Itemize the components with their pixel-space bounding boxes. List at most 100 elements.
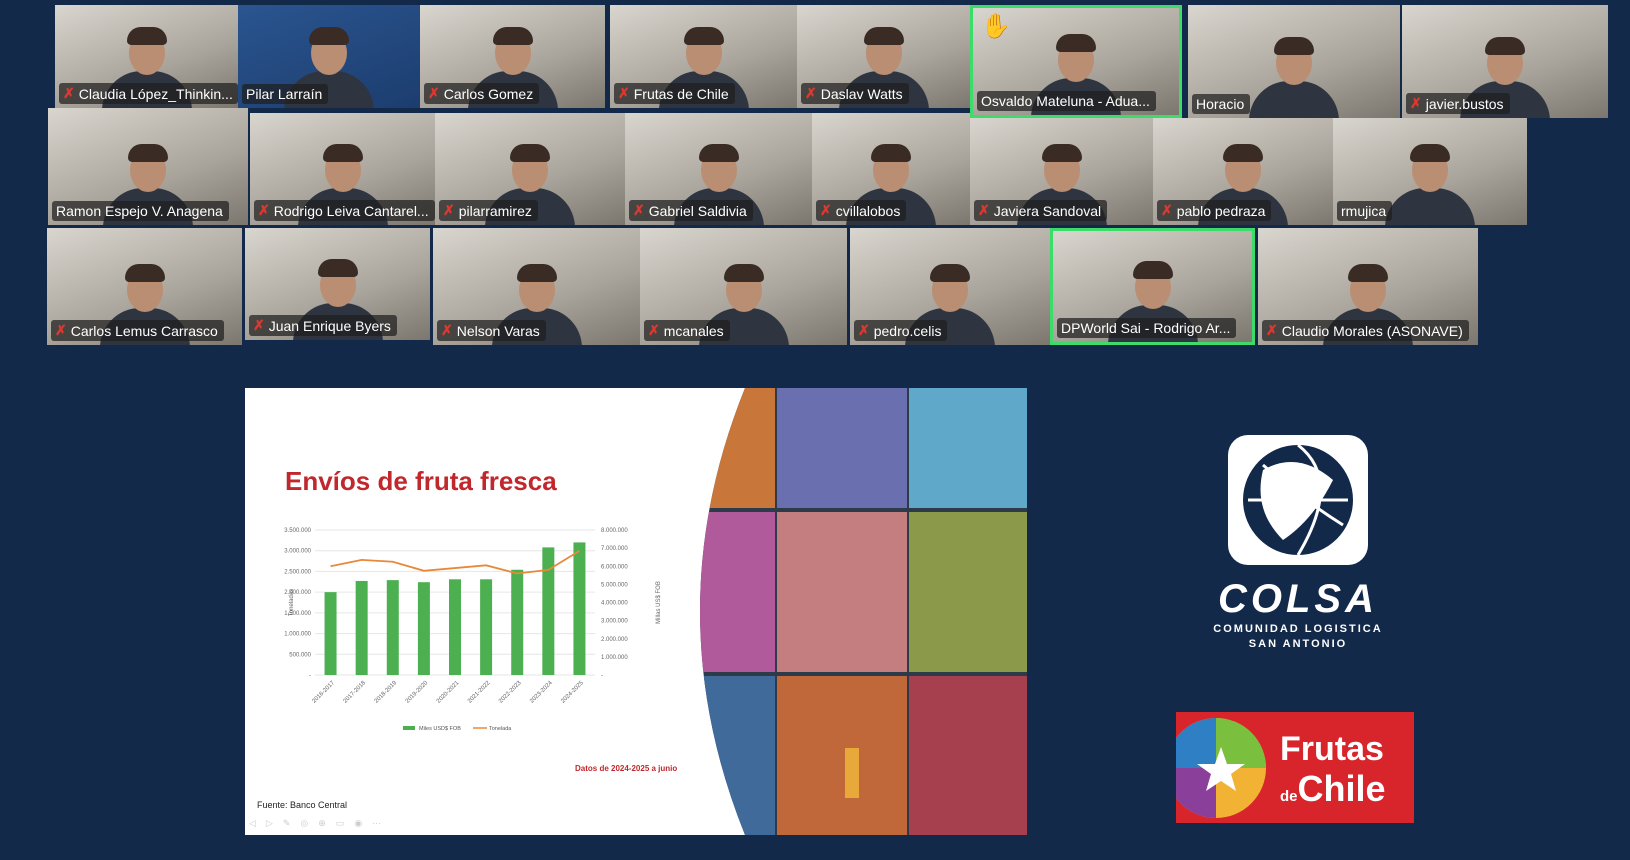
participant-tile[interactable]: rmujica	[1333, 118, 1527, 225]
x-tick-label: 2020-2021	[436, 680, 461, 705]
bar	[511, 569, 524, 675]
participant-tile[interactable]: ✗ cvillalobos	[812, 113, 970, 225]
x-tick-label: 2024-2025	[560, 680, 585, 705]
participant-tile[interactable]: ✗ Daslav Watts	[797, 5, 970, 108]
participant-name: ✗ mcanales	[644, 320, 730, 341]
participant-tile[interactable]: Pilar Larraín	[238, 5, 420, 108]
shared-screen-slide: Envíos de fruta fresca - 500.000 1.000.000…	[245, 388, 1027, 835]
mic-off-icon: ✗	[1161, 202, 1173, 218]
participant-video	[1385, 140, 1475, 225]
participant-name: DPWorld Sai - Rodrigo Ar...	[1057, 318, 1237, 338]
bar	[480, 579, 493, 675]
participant-name: ✗ pedro.celis	[854, 320, 948, 341]
participant-name: ✗ Claudia López_Thinkin...	[59, 83, 238, 104]
legend-swatch-bar	[403, 726, 415, 730]
participant-tile[interactable]: ✗ Rodrigo Leiva Cantarel...	[250, 113, 435, 225]
y-tick-label: 500.000	[289, 652, 311, 658]
participant-tile[interactable]: ✗ Juan Enrique Byers	[245, 228, 430, 340]
x-tick-label: 2021-2022	[467, 680, 492, 705]
bar	[542, 547, 555, 675]
y-tick-label: 1.000.000	[284, 632, 311, 638]
participant-tile[interactable]: ✗ Carlos Gomez	[420, 5, 605, 108]
y2-tick-label: 5.000.000	[601, 582, 628, 588]
mic-off-icon: ✗	[63, 85, 75, 101]
bar	[355, 580, 368, 675]
y2-axis-label: Millas US$ FOB	[656, 581, 662, 624]
shipping-containers-image	[700, 388, 1027, 835]
participant-tile[interactable]: ✗ Nelson Varas	[433, 228, 640, 345]
mic-off-icon: ✗	[443, 202, 455, 218]
y2-tick-label: 1.000.000	[601, 655, 628, 661]
participant-name: ✗ Nelson Varas	[437, 320, 546, 341]
mic-off-icon: ✗	[618, 85, 630, 101]
participant-tile[interactable]: ✗ Gabriel Saldivia	[625, 113, 812, 225]
participant-tile[interactable]: ✗ Javiera Sandoval	[970, 118, 1153, 225]
participant-tile[interactable]: ✋ Osvaldo Mateluna - Adua...	[970, 5, 1182, 118]
participant-tile[interactable]: ✗ Carlos Lemus Carrasco	[47, 228, 242, 345]
y2-tick-label: 4.000.000	[601, 601, 628, 607]
x-tick-label: 2023-2024	[529, 680, 554, 705]
participant-tile[interactable]: ✗ javier.bustos	[1402, 5, 1608, 118]
mic-off-icon: ✗	[258, 202, 270, 218]
y-tick-label: 3.500.000	[284, 528, 311, 534]
frutas-line1: Frutas	[1280, 730, 1384, 768]
participant-name: ✗ Frutas de Chile	[614, 83, 735, 104]
bar	[324, 592, 337, 675]
slide-source: Fuente: Banco Central	[257, 800, 348, 810]
colsa-wordmark: COLSA	[1218, 577, 1378, 621]
participant-name: ✗ pablo pedraza	[1157, 200, 1272, 221]
participant-tile[interactable]: ✗ Claudio Morales (ASONAVE)	[1258, 228, 1478, 345]
x-tick-label: 2016-2017	[311, 680, 336, 705]
colsa-line2: SAN ANTONIO	[1248, 638, 1348, 650]
y2-tick-label: 6.000.000	[601, 564, 628, 570]
participant-name: Ramon Espejo V. Anagena	[52, 201, 229, 221]
raised-hand-icon: ✋	[981, 13, 1011, 40]
legend-label: Miles USD$ FOB	[419, 726, 461, 732]
legend-label: Tonelada	[489, 726, 512, 732]
x-tick-label: 2017-2018	[343, 680, 368, 705]
participant-tile[interactable]: ✗ pablo pedraza	[1153, 118, 1333, 225]
participant-name: ✗ Daslav Watts	[801, 83, 909, 104]
participant-tile[interactable]: ✗ mcanales	[640, 228, 847, 345]
frutas-de-chile-logo: Frutas deChile	[1176, 712, 1414, 823]
participant-tile[interactable]: ✗ pedro.celis	[850, 228, 1050, 345]
participant-tile[interactable]: ✗ Claudia López_Thinkin...	[55, 5, 238, 108]
mic-off-icon: ✗	[428, 85, 440, 101]
y-tick-label: 3.000.000	[284, 549, 311, 555]
slide-toolbar[interactable]: ◁ ▷ ✎ ◎ ⊕ ▭ ◉ ⋯	[249, 818, 382, 828]
y2-tick-label: 2.000.000	[601, 637, 628, 643]
mic-off-icon: ✗	[805, 85, 817, 101]
frutas-line2: deChile	[1280, 768, 1386, 809]
participant-tile[interactable]: DPWorld Sai - Rodrigo Ar...	[1050, 228, 1255, 345]
mic-off-icon: ✗	[55, 322, 67, 338]
bar	[386, 580, 399, 675]
bar	[449, 579, 461, 675]
colsa-logo: COLSA COMUNIDAD LOGISTICA SAN ANTONIO	[1198, 430, 1398, 650]
colsa-globe-icon	[1228, 435, 1368, 565]
y2-tick-label: 3.000.000	[601, 619, 628, 625]
participant-tile[interactable]: ✗ pilarramirez	[435, 113, 625, 225]
y-tick-label: 2.000.000	[284, 590, 311, 596]
y-axis-label: Toneladas	[289, 589, 295, 616]
mic-off-icon: ✗	[253, 317, 265, 333]
slide-title: Envíos de fruta fresca	[285, 466, 557, 496]
frutas-star-icon	[1176, 718, 1266, 818]
participant-tile[interactable]: ✗ Frutas de Chile	[610, 5, 797, 108]
participant-name: rmujica	[1337, 201, 1393, 221]
participant-name: ✗ pilarramirez	[439, 200, 538, 221]
mic-off-icon: ✗	[1266, 322, 1278, 338]
colsa-line1: COMUNIDAD LOGISTICA	[1213, 623, 1383, 635]
y2-tick-label: 7.000.000	[601, 546, 628, 552]
participant-tile[interactable]: Ramon Espejo V. Anagena	[48, 108, 248, 225]
y-tick-label: -	[309, 673, 311, 679]
participant-name: ✗ Javiera Sandoval	[974, 200, 1108, 221]
participant-name: ✗ Claudio Morales (ASONAVE)	[1262, 320, 1469, 341]
participant-tile[interactable]: Horacio	[1188, 5, 1400, 118]
mic-off-icon: ✗	[648, 322, 660, 338]
participant-name: ✗ Rodrigo Leiva Cantarel...	[254, 200, 435, 221]
participant-name: ✗ Juan Enrique Byers	[249, 315, 397, 336]
participant-name: Horacio	[1192, 94, 1251, 114]
y-tick-label: 2.500.000	[284, 569, 311, 575]
participant-name: Pilar Larraín	[242, 84, 329, 104]
chart: - 500.000 1.000.000 1.500.000 2.000.000 2.500…	[284, 528, 662, 732]
